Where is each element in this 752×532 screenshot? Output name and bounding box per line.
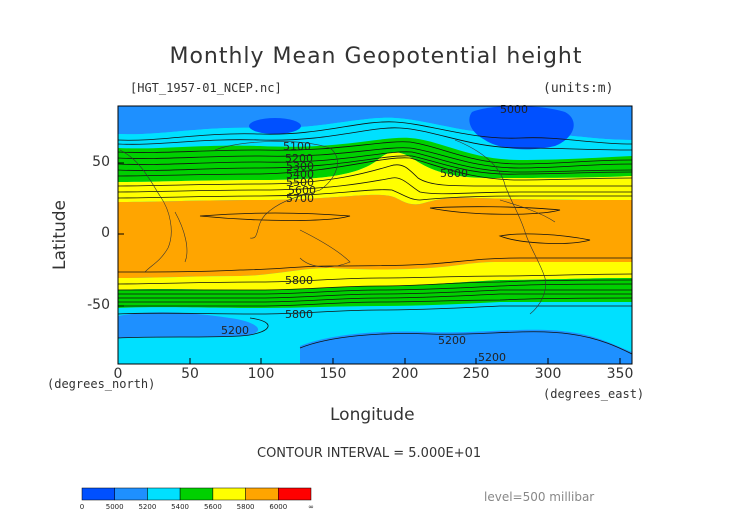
contour-labels: 5000 5100 5200 5300 5400 5500 5600 5700 … xyxy=(221,103,528,364)
colorbar-swatch xyxy=(212,487,246,501)
band-north-yellow xyxy=(118,152,632,205)
tick-marks xyxy=(117,162,621,364)
units-label: (units:m) xyxy=(543,81,614,96)
colorbar-swatch xyxy=(278,487,312,501)
level-label: level=500 millibar xyxy=(484,490,595,504)
contour-label: 5800 xyxy=(440,167,468,180)
contour-label: 5300 xyxy=(286,160,314,173)
y-units-label: (degrees_north) xyxy=(47,377,156,391)
contour-label: 5700 xyxy=(286,192,314,205)
contour-interval-label: CONTOUR INTERVAL = 5.000E+01 xyxy=(257,446,482,461)
colorbar xyxy=(81,487,312,501)
colorbar-label: 5200 xyxy=(138,503,157,511)
coastlines xyxy=(119,139,556,315)
contour-label: 5200 xyxy=(285,152,313,165)
colorbar-label: 0 xyxy=(79,503,85,511)
colorbar-label: 5000 xyxy=(105,503,124,511)
band-north-green xyxy=(118,137,632,182)
band-south-yellow xyxy=(118,262,632,290)
colorbar-swatch xyxy=(245,487,279,501)
band-north-cyan xyxy=(118,117,632,160)
band-tropics-orange xyxy=(118,194,632,278)
colorbar-swatch xyxy=(179,487,214,501)
contour-label: 5500 xyxy=(286,176,314,189)
colorbar-swatch xyxy=(147,487,181,501)
chart-title: Monthly Mean Geopotential height xyxy=(169,44,583,69)
contour-label: 5100 xyxy=(283,140,311,153)
band-south-blue-west xyxy=(118,312,259,338)
band-south-blue-east xyxy=(300,329,632,364)
contour-lines xyxy=(118,121,632,355)
colorbar-label: ∞ xyxy=(308,503,314,511)
y-tick-label: 50 xyxy=(92,154,110,170)
contour-label: 5000 xyxy=(500,103,528,116)
map-field xyxy=(118,106,632,364)
low-core-asia xyxy=(249,118,301,134)
x-units-label: (degrees_east) xyxy=(543,387,645,401)
x-tick-label: 150 xyxy=(319,366,347,382)
contour-label: 5400 xyxy=(286,168,314,181)
contour-label: 5800 xyxy=(285,274,313,287)
contour-label: 5200 xyxy=(438,334,466,347)
y-tick-label: 0 xyxy=(101,225,110,241)
x-tick-label: 100 xyxy=(247,366,275,382)
plot-frame xyxy=(117,105,633,365)
colorbar-swatch xyxy=(81,487,115,501)
x-tick-label: 200 xyxy=(391,366,419,382)
x-tick-label: 50 xyxy=(181,366,199,382)
x-tick-label: 250 xyxy=(462,366,490,382)
colorbar-label: 6000 xyxy=(269,503,288,511)
y-axis-label: Latitude xyxy=(50,200,70,270)
colorbar-swatch xyxy=(114,487,148,501)
contour-label: 5800 xyxy=(285,308,313,321)
contour-label: 5200 xyxy=(221,324,249,337)
x-tick-label: 350 xyxy=(606,366,634,382)
colorbar-label: 5400 xyxy=(171,503,189,511)
contour-label: 5200 xyxy=(478,351,506,364)
file-label: [HGT_1957-01_NCEP.nc] xyxy=(130,81,282,95)
x-tick-label: 300 xyxy=(534,366,562,382)
contour-label: 5600 xyxy=(288,184,316,197)
x-tick-label: 0 xyxy=(113,366,123,382)
x-axis-label: Longitude xyxy=(330,405,415,425)
colorbar-label: 5600 xyxy=(203,503,222,511)
colorbar-label: 5800 xyxy=(236,503,255,511)
y-tick-label: -50 xyxy=(87,297,110,313)
